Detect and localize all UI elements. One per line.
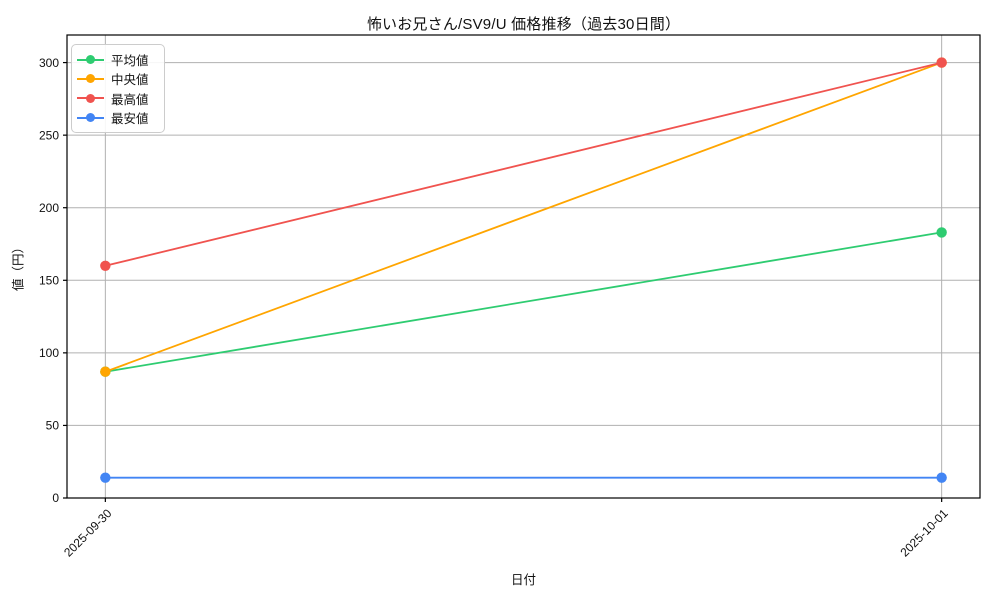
legend-label: 最安値 [111, 112, 149, 127]
series-point-3 [936, 472, 947, 483]
series-point-3 [100, 472, 111, 483]
legend-line-marker [77, 54, 104, 66]
series-line-0 [105, 231, 942, 373]
legend-item-median: 中央値 [77, 69, 156, 88]
plot-background [67, 35, 980, 498]
series-point-2 [100, 260, 111, 271]
legend-item-max: 最高値 [77, 89, 156, 108]
legend-item-min: 最安値 [77, 108, 156, 127]
y-tick-label: 150 [39, 273, 59, 287]
legend-item-average: 平均値 [77, 50, 156, 69]
x-axis-label: 日付 [510, 573, 536, 587]
legend-line-marker [77, 73, 104, 85]
plot-border [66, 34, 981, 499]
legend-line-marker [77, 92, 104, 104]
legend-label: 最高値 [111, 92, 149, 107]
y-tick-label: 50 [46, 419, 60, 433]
legend-line-marker [77, 112, 104, 124]
legend: 平均値 中央値 最高値 最安値 [71, 44, 165, 134]
legend-label: 中央値 [111, 73, 149, 88]
chart-title: 怖いお兄さん/SV9/U 価格推移（過去30日間） [366, 16, 681, 33]
series-line-1 [105, 61, 942, 373]
x-tick-label: 2025-09-30 [61, 506, 115, 560]
legend-label: 平均値 [111, 54, 149, 69]
y-tick-label: 200 [39, 201, 59, 215]
series-point-2 [936, 57, 947, 68]
y-tick-label: 0 [52, 491, 59, 505]
series-point-0 [936, 227, 947, 238]
y-tick-label: 250 [39, 128, 59, 142]
y-tick-label: 300 [39, 56, 59, 70]
y-tick-label: 100 [39, 346, 59, 360]
series-line-2 [105, 61, 942, 267]
series-point-1 [100, 366, 111, 377]
x-tick-label: 2025-10-01 [897, 506, 951, 560]
y-axis-label: 値（円） [11, 240, 26, 292]
